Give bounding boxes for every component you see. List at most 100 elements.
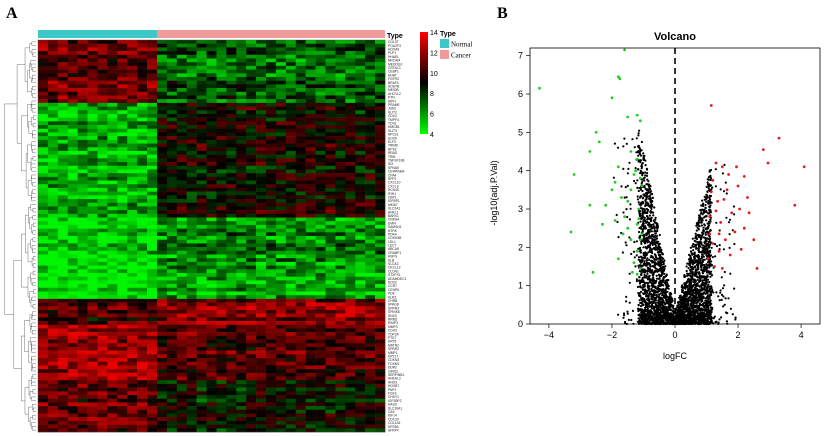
heatmap-cell [67,117,78,122]
heatmap-cell [335,247,346,252]
heatmap-cell [246,247,257,252]
heatmap-cell [87,217,98,222]
heatmap-cell [375,387,386,392]
heatmap-cell [87,372,98,377]
row-label: DDR2 [388,366,397,370]
heatmap-cell [57,324,68,329]
heatmap-cell [107,261,118,266]
heatmap-cell [196,51,207,56]
heatmap-cell [275,369,287,374]
heatmap-cell [156,132,168,137]
heatmap-cell [156,280,168,285]
heatmap-cell [275,239,287,244]
heatmap-cell [97,95,108,100]
heatmap-cell [345,58,356,63]
heatmap-cell [226,232,237,237]
heatmap-cell [266,276,277,281]
heatmap-cell [275,420,287,425]
row-label: HAS3 [388,403,397,407]
heatmap-cell [285,309,297,314]
heatmap-cell [87,113,98,118]
heatmap-cell [38,372,49,377]
heatmap-cell [186,58,197,63]
heatmap-cell [335,313,346,318]
heatmap-cell [365,136,376,141]
heatmap-cell [335,191,346,196]
heatmap-cell [355,199,366,203]
heatmap-cell [156,165,168,170]
heatmap-cell [186,65,197,70]
heatmap-cell [256,395,267,399]
heatmap-cell [335,224,346,229]
heatmap-cell [147,136,158,141]
heatmap-cell [47,424,59,429]
heatmap-cell [87,409,98,414]
heatmap-cell [355,428,366,433]
heatmap-cell [216,54,227,59]
heatmap-cell [315,391,326,396]
heatmap-cell [97,247,108,252]
heatmap-cell [355,324,366,329]
heatmap-cell [147,243,158,248]
heatmap-cell [147,73,158,78]
heatmap-cell [47,339,59,344]
heatmap-cell [275,88,287,93]
heatmap-cell [57,287,68,292]
heatmap-cell [365,383,376,388]
heatmap-cell [246,365,257,370]
heatmap-cell [355,91,366,96]
heatmap-cell [77,387,88,392]
row-label: PTK7 [388,336,396,340]
heatmap-cell [117,272,128,277]
heatmap-cell [206,265,217,270]
heatmap-cell [87,383,98,388]
point-down [632,173,636,176]
heatmap-cell [226,324,237,329]
heatmap-cell [127,391,138,396]
heatmap-cell [246,54,257,59]
heatmap-cell [275,272,287,277]
colorbar-tick: 12 [430,50,438,57]
heatmap-cell [77,269,88,274]
heatmap-cell [166,313,178,318]
heatmap-cell [256,69,267,74]
heatmap-cell [236,54,247,59]
heatmap-cell [38,143,49,148]
heatmap-cell [196,417,207,422]
heatmap-cell [315,372,326,377]
heatmap-cell [67,110,78,115]
heatmap-cell [216,158,227,163]
heatmap-cell [107,324,118,329]
heatmap-cell [295,236,306,240]
point-down [629,150,633,153]
heatmap-cell [147,309,158,314]
heatmap-cell [38,65,49,70]
heatmap-cell [335,202,346,207]
heatmap-cell [295,136,306,141]
heatmap-cell [107,40,118,44]
heatmap-cell [87,346,98,351]
heatmap-cell [176,406,187,411]
heatmap-cell [77,88,88,93]
heatmap-cell [256,154,267,159]
heatmap-cell [365,346,376,351]
heatmap-cell [77,95,88,100]
heatmap-cell [77,291,88,296]
heatmap-cell [315,339,326,344]
heatmap-cell [176,47,187,52]
heatmap-cell [236,261,247,266]
heatmap-cell [315,117,326,122]
heatmap-cell [77,369,88,374]
heatmap-cell [156,387,168,392]
heatmap-cell [266,358,277,362]
heatmap-cell [47,228,59,233]
heatmap-cell [375,413,386,418]
heatmap-cell [256,176,267,181]
heatmap-cell [335,84,346,89]
heatmap-cell [315,40,326,44]
heatmap-cell [47,210,59,215]
heatmap-cell [87,313,98,318]
heatmap-cell [97,387,108,392]
heatmap-cell [295,391,306,396]
heatmap-cell [315,365,326,370]
